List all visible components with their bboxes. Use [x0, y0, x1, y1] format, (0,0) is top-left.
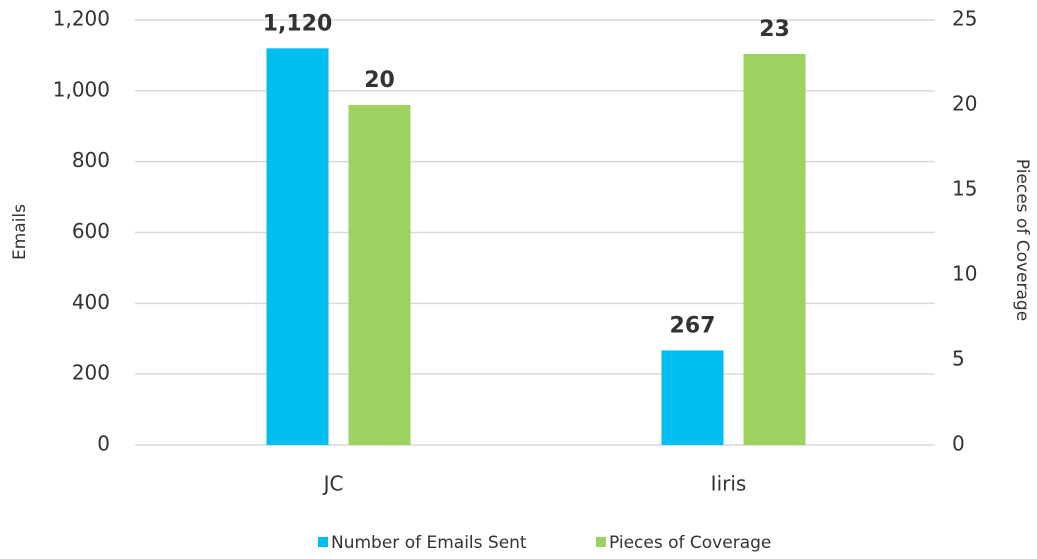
y-tick-label: 600 — [72, 219, 110, 243]
y2-axis-title: Pieces of Coverage — [1012, 159, 1032, 321]
data-label: 20 — [364, 68, 395, 93]
legend-swatch — [596, 537, 606, 547]
data-label: 1,120 — [263, 11, 333, 36]
y2-tick-label: 20 — [952, 92, 977, 116]
bar — [661, 350, 724, 445]
y2-tick-label: 15 — [952, 177, 977, 201]
y2-tick-label: 10 — [952, 262, 977, 286]
y-tick-label: 200 — [72, 361, 110, 385]
x-tick-label: JC — [322, 472, 344, 496]
bar — [348, 105, 411, 445]
data-label: 23 — [759, 17, 790, 42]
legend-label: Pieces of Coverage — [609, 533, 771, 553]
y2-tick-label: 25 — [952, 7, 977, 31]
x-tick-label: Iiris — [711, 472, 747, 496]
y-tick-label: 0 — [97, 432, 110, 456]
y-tick-label: 1,000 — [53, 77, 110, 101]
y-tick-label: 800 — [72, 148, 110, 172]
y-tick-label: 1,200 — [53, 7, 110, 31]
bar — [266, 48, 329, 445]
y-tick-label: 400 — [72, 290, 110, 314]
y2-tick-label: 5 — [952, 347, 965, 371]
y-axis-title: Emails — [10, 204, 30, 260]
legend-swatch — [318, 537, 328, 547]
bar — [743, 54, 806, 445]
data-label: 267 — [670, 313, 716, 338]
y2-tick-label: 0 — [952, 432, 965, 456]
legend-label: Number of Emails Sent — [331, 533, 527, 553]
